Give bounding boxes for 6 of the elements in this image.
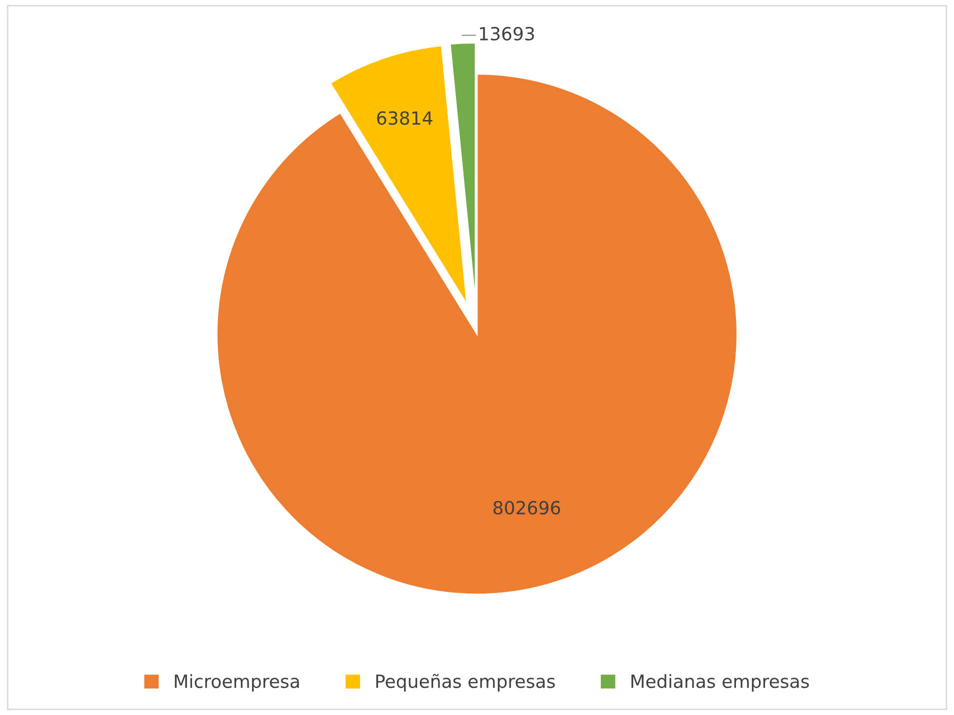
data-label: 13693 [480,26,534,40]
legend-label: Medianas empresas [631,674,809,692]
data-label: 63814 [377,111,432,125]
legend-label: Microempresa [174,674,299,692]
legend-label: Pequeñas empresas [376,674,555,692]
data-label: 802696 [494,500,560,515]
